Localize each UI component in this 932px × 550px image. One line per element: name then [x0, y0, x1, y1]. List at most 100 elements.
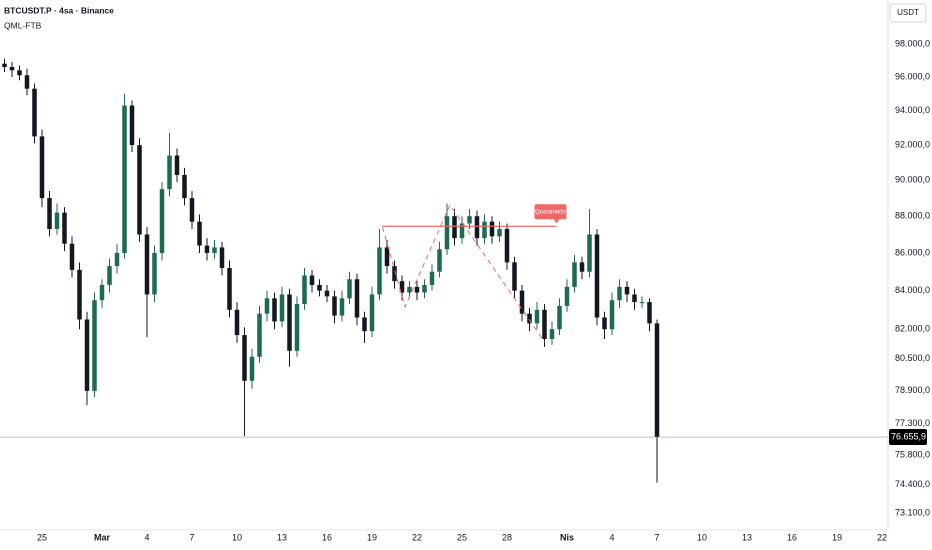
candle-body — [497, 228, 502, 237]
candle-body — [99, 284, 105, 301]
candle-body — [204, 245, 210, 253]
candle-body — [489, 221, 495, 237]
candle-body — [219, 247, 225, 268]
candle-body — [602, 317, 607, 330]
x-tick-label: 16 — [787, 532, 797, 542]
last-price-box — [889, 429, 927, 446]
y-tick-label: 82.000,0 — [895, 324, 930, 334]
y-tick-label: 84.000,0 — [895, 285, 930, 295]
candle-body — [369, 294, 375, 332]
x-tick-label: 19 — [832, 532, 842, 542]
candle-body — [137, 145, 142, 235]
x-tick-label: 13 — [742, 532, 752, 542]
pattern-label-pointer — [553, 219, 560, 224]
currency-box[interactable] — [889, 3, 927, 23]
candle-body — [227, 267, 232, 310]
candle-body — [594, 234, 600, 318]
candle-body — [399, 281, 405, 293]
candle-body — [309, 275, 315, 285]
candle-body — [609, 300, 615, 330]
x-tick-label: 10 — [697, 532, 707, 542]
y-tick-label: 73.100,0 — [895, 507, 930, 517]
candle-body — [347, 279, 352, 299]
candle-body — [62, 212, 67, 244]
candle-body — [257, 313, 262, 357]
candle-body — [114, 252, 120, 267]
candle-body — [617, 286, 622, 301]
candle-body — [144, 234, 150, 295]
candle-body — [84, 319, 90, 391]
candle-body — [294, 304, 300, 351]
x-tick-label: 22 — [412, 532, 422, 542]
x-tick-label: 25 — [37, 532, 47, 542]
candle-body — [77, 269, 82, 320]
x-tick-label: 4 — [609, 532, 614, 542]
candle-body — [317, 284, 322, 291]
candle-body — [182, 174, 187, 199]
candle-body — [287, 294, 292, 351]
x-tick-label: 22 — [877, 532, 887, 542]
candle-body — [407, 286, 412, 293]
x-tick-label: 13 — [277, 532, 287, 542]
candle-body — [122, 105, 127, 253]
candle-body — [632, 294, 637, 303]
y-tick-label: 88.000,0 — [895, 211, 930, 221]
candle-body — [234, 309, 240, 336]
candle-body — [324, 290, 330, 297]
candle-body — [159, 189, 165, 253]
currency-label[interactable]: USDT — [897, 8, 919, 17]
candle-body — [557, 305, 562, 330]
x-tick-label: 19 — [367, 532, 377, 542]
indicator-name: QML-FTB — [4, 20, 42, 30]
candle-body — [167, 155, 172, 190]
candle-body — [437, 249, 442, 272]
x-tick-label: Mar — [94, 532, 111, 542]
x-tick-label: 25 — [457, 532, 467, 542]
candle-body — [24, 75, 30, 89]
candles — [2, 58, 660, 483]
pattern-label: Quasimodo — [535, 209, 566, 215]
candle-body — [212, 247, 217, 253]
candle-body — [504, 228, 510, 263]
pattern-zigzag — [382, 203, 545, 343]
x-tick-label: 7 — [189, 532, 194, 542]
candle-body — [302, 275, 307, 305]
x-tick-label: 4 — [144, 532, 149, 542]
candle-body — [384, 247, 390, 267]
x-tick-label: 16 — [322, 532, 332, 542]
candle-body — [354, 279, 360, 318]
candle-body — [542, 309, 547, 339]
candle-body — [189, 198, 195, 222]
candle-body — [39, 136, 45, 199]
x-tick-label: 10 — [232, 532, 242, 542]
y-tick-label: 96.000,0 — [895, 71, 930, 81]
candle-body — [174, 155, 180, 175]
y-tick-label: 90.000,0 — [895, 175, 930, 185]
candle-body — [414, 286, 420, 293]
candle-body — [32, 88, 37, 137]
candle-body — [54, 212, 60, 229]
candle-body — [654, 323, 660, 438]
x-tick-label: 28 — [502, 532, 512, 542]
candle-body — [392, 266, 397, 282]
candle-body — [639, 302, 645, 304]
candle-body — [564, 286, 570, 306]
candle-body — [9, 66, 15, 71]
candle-body — [272, 298, 277, 322]
candle-body — [249, 356, 255, 381]
candle-body — [339, 298, 345, 316]
candle-body — [279, 294, 285, 322]
y-tick-label: 86.000,0 — [895, 247, 930, 257]
candle-body — [512, 262, 517, 291]
candle-body — [587, 234, 592, 272]
last-price-label: 76.655,9 — [891, 431, 926, 441]
candle-body — [2, 63, 7, 67]
candle-body — [572, 262, 577, 287]
x-tick-label: 7 — [654, 532, 659, 542]
candle-body — [534, 309, 540, 324]
candle-body — [242, 335, 247, 381]
candle-body — [452, 216, 457, 239]
candle-body — [482, 221, 487, 239]
candle-body — [332, 296, 337, 316]
